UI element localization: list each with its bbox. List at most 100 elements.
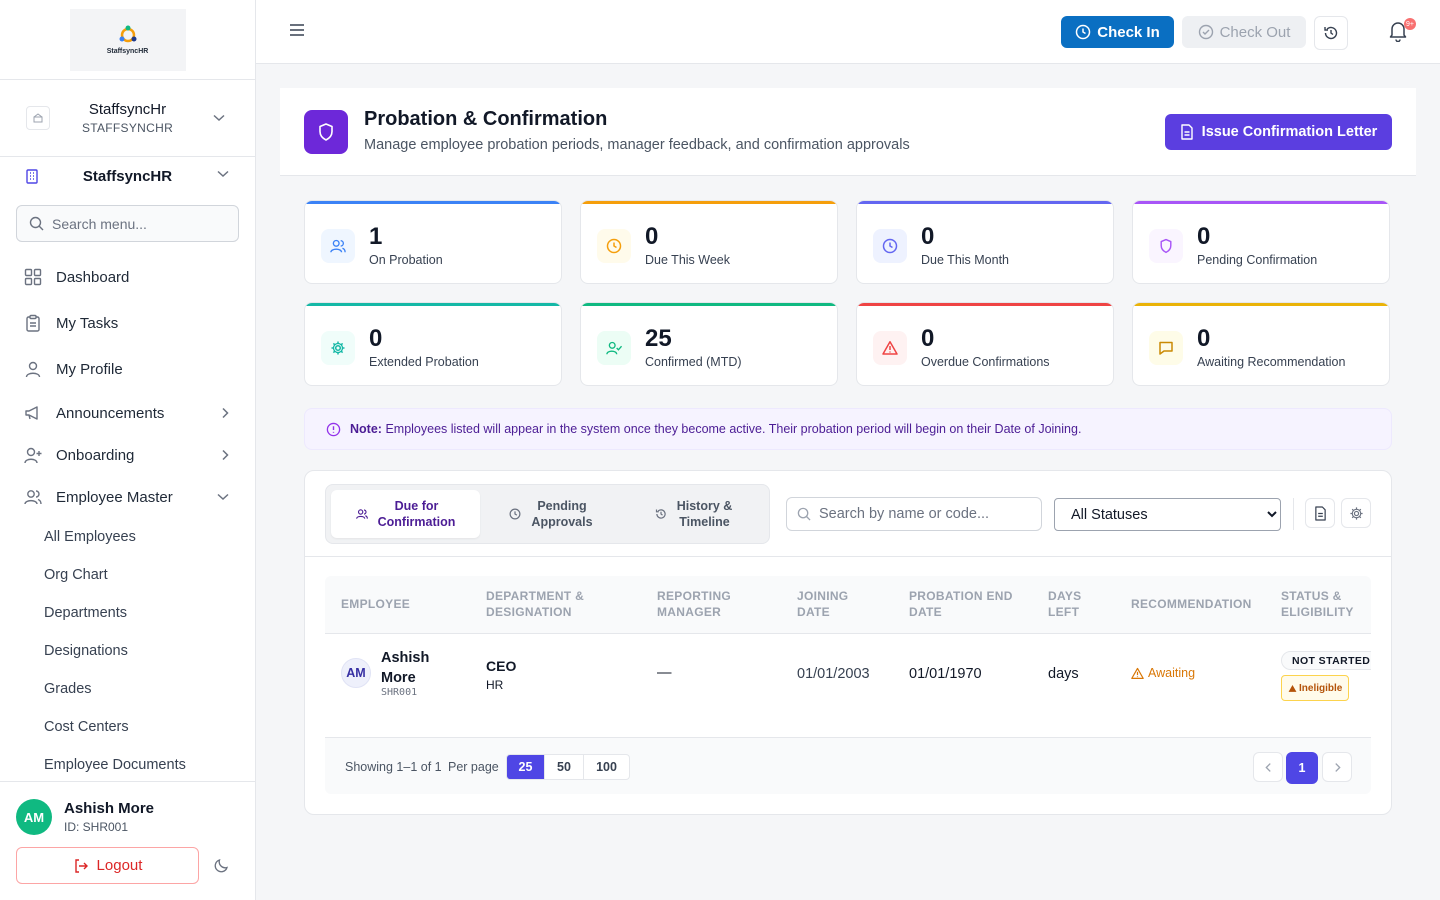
page-number[interactable]: 1 (1286, 752, 1318, 784)
logout-button[interactable]: Logout (16, 847, 199, 884)
check-out-button[interactable]: Check Out (1182, 16, 1306, 48)
stat-card-on-probation[interactable]: 1 On Probation (304, 200, 562, 284)
column-header: DEPARTMENT & DESIGNATION (486, 589, 585, 619)
stat-card-awaiting-recommendation[interactable]: 0 Awaiting Recommendation (1132, 302, 1390, 386)
status-badge: NOT STARTED (1281, 651, 1371, 670)
gear-icon (1349, 506, 1364, 521)
joining-date: 01/01/2003 (797, 666, 870, 682)
gear-icon (321, 331, 355, 365)
shield-icon (304, 110, 348, 154)
stat-accent-bar (305, 201, 561, 204)
sidebar-item-label: Employee Master (56, 488, 173, 506)
chevron-left-icon (1264, 762, 1272, 773)
issue-confirmation-letter-button[interactable]: Issue Confirmation Letter (1165, 114, 1392, 150)
sidebar-subitem-employee-documents[interactable]: Employee Documents (44, 757, 186, 773)
employee-search[interactable] (786, 497, 1042, 531)
per-page-label: Per page (448, 760, 499, 774)
users-icon (355, 508, 368, 520)
org-name: StaffsyncHr (88, 101, 167, 118)
sidebar-item-onboarding[interactable]: Onboarding (0, 434, 255, 476)
stat-card-due-this-week[interactable]: 0 Due This Week (580, 200, 838, 284)
sidebar-item-announcements[interactable]: Announcements (0, 392, 255, 434)
sidebar-item-label: Announcements (56, 404, 165, 422)
column-header: JOINING DATE (797, 589, 849, 619)
sidebar-subitem-org-chart[interactable]: Org Chart (44, 567, 108, 583)
tab-due-for-confirmation[interactable]: Due for Confirmation (331, 490, 480, 538)
attendance-history-button[interactable] (1314, 16, 1348, 50)
logo-text: StaffsyncHR (106, 48, 149, 55)
stat-accent-bar (1133, 303, 1389, 306)
stat-card-overdue-confirmations[interactable]: 0 Overdue Confirmations (856, 302, 1114, 386)
sidebar-subitem-cost-centers[interactable]: Cost Centers (44, 719, 129, 735)
per-page-option[interactable]: 100 (596, 760, 617, 774)
per-page-option[interactable]: 50 (545, 755, 584, 779)
employee-search-input[interactable] (819, 506, 1029, 522)
sidebar-nav: Dashboard My Tasks My Profile Announceme… (0, 254, 255, 784)
stat-label: Due This Month (921, 253, 1010, 267)
column-header: PROBATION END DATE (909, 589, 1013, 619)
info-note: Note: Employees listed will appear in th… (304, 408, 1392, 450)
sidebar-subitem-departments[interactable]: Departments (44, 605, 128, 621)
divider (1293, 498, 1294, 530)
stat-card-pending-confirmation[interactable]: 0 Pending Confirmation (1132, 200, 1390, 284)
export-button[interactable] (1305, 498, 1335, 528)
stat-value: 0 (645, 223, 659, 250)
stat-card-due-this-month[interactable]: 0 Due This Month (856, 200, 1114, 284)
sidebar-item-my-tasks[interactable]: My Tasks (0, 300, 255, 346)
check-in-label: Check In (1097, 23, 1160, 41)
history-icon (1323, 25, 1339, 41)
document-icon (1180, 124, 1194, 140)
check-in-button[interactable]: Check In (1061, 16, 1174, 48)
per-page-option[interactable]: 25 (507, 755, 545, 779)
department: HR (486, 678, 504, 692)
menu-search-input[interactable] (52, 215, 222, 232)
moon-icon[interactable] (214, 857, 230, 873)
stat-value: 25 (645, 325, 672, 352)
chevron-down-icon (217, 493, 229, 501)
next-page-button[interactable] (1322, 752, 1352, 782)
stat-card-extended-probation[interactable]: 0 Extended Probation (304, 302, 562, 386)
tab-history-timeline[interactable]: History & Timeline (626, 490, 761, 538)
stat-accent-bar (1133, 201, 1389, 204)
stat-accent-bar (305, 303, 561, 306)
sidebar-item-my-profile[interactable]: My Profile (0, 346, 255, 392)
page-header: Probation & Confirmation Manage employee… (280, 88, 1416, 176)
status-filter-select[interactable]: All Statuses (1054, 498, 1281, 531)
probation-end-date: 01/01/1970 (909, 666, 982, 682)
issue-label: Issue Confirmation Letter (1201, 124, 1378, 140)
warning-icon (1131, 667, 1144, 680)
sidebar-item-label: My Profile (56, 360, 123, 378)
employee-code: SHR001 (381, 687, 418, 698)
sidebar-item-employee-master[interactable]: Employee Master (0, 476, 255, 518)
sidebar-subitem-designations[interactable]: Designations (44, 643, 128, 659)
settings-button[interactable] (1341, 498, 1371, 528)
check-circle-icon (1198, 24, 1214, 40)
avatar[interactable]: AM (16, 799, 52, 835)
logout-label: Logout (96, 857, 143, 874)
dashboard-icon (24, 268, 42, 286)
org-switcher[interactable]: StaffsyncHr STAFFSYNCHR (0, 80, 255, 157)
history-icon (655, 508, 667, 520)
tab-pending-approvals[interactable]: Pending Approvals (486, 490, 616, 538)
stat-card-confirmed-mtd[interactable]: 25 Confirmed (MTD) (580, 302, 838, 386)
menu-search[interactable] (16, 205, 239, 242)
table-row[interactable]: AM Ashish More SHR001 CEO HR — 01/01/2003… (325, 633, 1371, 738)
user-plus-icon (24, 446, 42, 464)
bell-icon[interactable] (1388, 20, 1408, 42)
eligibility-label: Ineligible (1299, 682, 1343, 694)
users-icon (24, 488, 42, 506)
tab-line: Approvals (531, 515, 593, 529)
company-switcher[interactable]: StaffsyncHR (0, 157, 255, 195)
stat-accent-bar (857, 303, 1113, 306)
company-logo[interactable]: StaffsyncHR (69, 8, 186, 71)
hamburger-menu-icon[interactable] (288, 22, 306, 38)
employee-name[interactable]: Ashish More (381, 650, 430, 686)
previous-page-button[interactable] (1253, 752, 1283, 782)
user-id: ID: SHR001 (64, 820, 129, 834)
chevron-down-icon (217, 170, 229, 178)
sidebar-item-label: My Tasks (56, 314, 119, 332)
org-thumbnail-icon (26, 106, 50, 130)
sidebar-subitem-grades[interactable]: Grades (44, 681, 92, 697)
sidebar-subitem-all-employees[interactable]: All Employees (44, 529, 136, 545)
sidebar-item-dashboard[interactable]: Dashboard (0, 254, 255, 300)
